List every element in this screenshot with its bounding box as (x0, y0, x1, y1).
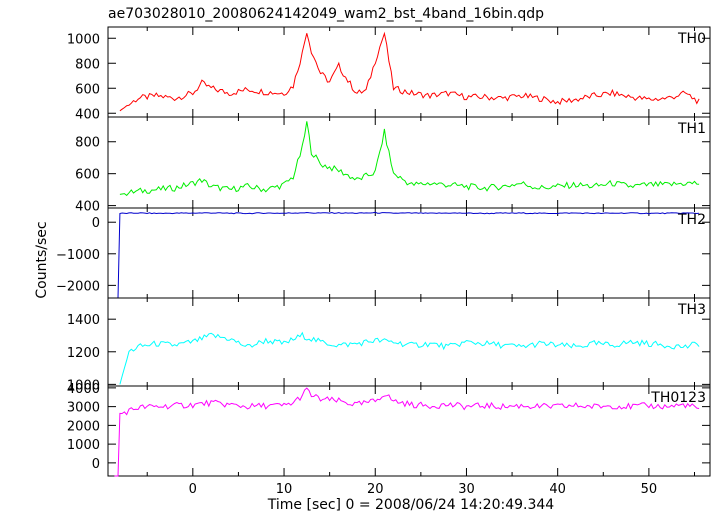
x-tick-label: 50 (641, 482, 658, 497)
y-tick-label: 4000 (67, 382, 100, 397)
panel-frame (107, 297, 711, 387)
y-tick-label: 400 (75, 200, 100, 215)
y-tick-label: 2000 (67, 419, 100, 434)
x-axis-label: Time [sec] 0 = 2008/06/24 14:20:49.344 (267, 497, 555, 513)
chart-title: ae703028010_20080624142049_wam2_bst_4ban… (108, 6, 544, 22)
y-tick-label: 400 (75, 107, 100, 122)
panel-frame (107, 26, 711, 118)
y-tick-label: 1000 (67, 438, 100, 453)
series-line-th0123 (114, 387, 700, 477)
panel-label-th2: TH2 (677, 212, 706, 228)
series-line-th2 (114, 211, 700, 299)
x-tick-label: 0 (189, 482, 197, 497)
panel-th3: 1000 1200 1400 TH3 (67, 297, 711, 393)
series-line-th1 (119, 121, 700, 197)
panel-label-th3: TH3 (677, 302, 706, 318)
series-line-th0 (119, 31, 700, 112)
y-tick-label: 0 (92, 216, 100, 231)
y-tick-label: 1200 (67, 346, 100, 361)
panel-frame (107, 207, 711, 299)
y-tick-label: −2000 (56, 279, 100, 294)
y-tick-label: −1000 (56, 248, 100, 263)
y-tick-label: 600 (75, 168, 100, 183)
series-line-th3 (119, 331, 700, 385)
panel-th2: 0 −1000 −2000 TH2 (56, 207, 711, 299)
y-tick-label: 800 (75, 57, 100, 72)
panel-th0: 400 600 800 1000 TH0 (67, 26, 711, 122)
panel-label-th0: TH0 (677, 31, 706, 47)
y-tick-label: 600 (75, 82, 100, 97)
y-tick-label: 1000 (67, 378, 100, 393)
y-tick-label: 1000 (67, 32, 100, 47)
panel-label-th1: TH1 (677, 121, 706, 137)
x-tick-label: 30 (458, 482, 475, 497)
x-tick-label: 10 (276, 482, 293, 497)
x-tick-label: 20 (367, 482, 384, 497)
y-axis-label: Counts/sec (34, 221, 50, 298)
panel-frame (107, 116, 711, 209)
panel-th0123: 0 1000 2000 3000 4000 TH0123 (67, 382, 711, 477)
y-tick-label: 3000 (67, 401, 100, 416)
y-tick-label: 800 (75, 136, 100, 151)
panel-th1: 400 600 800 TH1 (75, 116, 711, 215)
y-tick-label: 0 (92, 457, 100, 472)
y-tick-label: 1400 (67, 313, 100, 328)
panel-frame (107, 385, 711, 477)
panel-label-th0123: TH0123 (650, 390, 706, 406)
x-tick-label: 40 (549, 482, 566, 497)
